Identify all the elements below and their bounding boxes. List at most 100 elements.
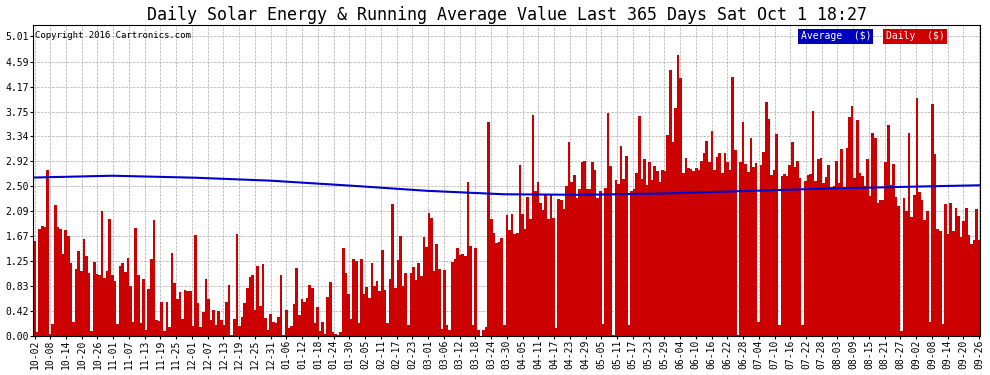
Bar (812, 111, 815, 336)
Bar (132, 322, 135, 336)
Bar (934, 154, 937, 336)
Bar (412, 267, 415, 336)
Bar (540, 203, 542, 336)
Bar (352, 259, 355, 336)
Bar (241, 317, 244, 336)
Text: Copyright 2016 Cartronics.com: Copyright 2016 Cartronics.com (35, 32, 191, 40)
Bar (804, 181, 807, 336)
Bar (378, 291, 381, 336)
Bar (80, 271, 82, 336)
Bar (549, 195, 552, 336)
Bar (661, 170, 664, 336)
Bar (895, 197, 898, 336)
Bar (706, 141, 708, 336)
Bar (596, 198, 599, 336)
Bar (547, 219, 549, 336)
Bar (937, 229, 939, 336)
Bar (293, 303, 295, 336)
Bar (362, 294, 365, 336)
Bar (783, 174, 786, 336)
Bar (503, 325, 506, 336)
Bar (383, 290, 386, 336)
Bar (285, 310, 287, 336)
Bar (700, 161, 703, 336)
Bar (842, 186, 845, 336)
Bar (809, 174, 812, 336)
Bar (119, 266, 122, 336)
Bar (168, 327, 170, 336)
Bar (239, 326, 241, 336)
Bar (474, 248, 477, 336)
Bar (615, 180, 617, 336)
Bar (887, 125, 890, 336)
Bar (197, 303, 199, 336)
Bar (36, 332, 39, 336)
Bar (124, 272, 127, 336)
Bar (591, 162, 594, 336)
Bar (184, 290, 186, 336)
Bar (773, 170, 775, 336)
Bar (926, 211, 929, 336)
Bar (150, 259, 152, 336)
Bar (973, 240, 975, 336)
Bar (370, 262, 373, 336)
Bar (335, 334, 337, 336)
Bar (685, 158, 687, 336)
Bar (266, 330, 269, 336)
Bar (101, 211, 103, 336)
Bar (836, 160, 838, 336)
Bar (220, 320, 223, 336)
Bar (464, 256, 466, 336)
Bar (578, 189, 581, 336)
Bar (975, 209, 978, 336)
Bar (734, 150, 737, 336)
Bar (932, 105, 934, 336)
Bar (645, 186, 648, 336)
Bar (946, 234, 949, 336)
Bar (477, 330, 479, 336)
Bar (850, 106, 853, 336)
Bar (272, 322, 274, 336)
Bar (343, 248, 345, 336)
Bar (181, 319, 184, 336)
Bar (746, 172, 749, 336)
Bar (155, 320, 157, 336)
Bar (349, 319, 352, 336)
Bar (332, 332, 335, 336)
Bar (799, 178, 802, 336)
Bar (280, 275, 282, 336)
Bar (674, 108, 677, 336)
Bar (458, 255, 461, 336)
Bar (749, 138, 752, 336)
Bar (397, 260, 399, 336)
Bar (532, 115, 535, 336)
Bar (143, 279, 145, 336)
Bar (298, 315, 301, 336)
Bar (604, 188, 607, 336)
Bar (908, 134, 911, 336)
Bar (389, 279, 391, 336)
Bar (248, 277, 251, 336)
Bar (301, 299, 303, 336)
Bar (231, 335, 233, 336)
Bar (641, 179, 644, 336)
Bar (498, 242, 500, 336)
Bar (327, 297, 329, 336)
Bar (716, 158, 719, 336)
Bar (786, 176, 788, 336)
Bar (924, 220, 926, 336)
Bar (820, 158, 822, 336)
Bar (170, 254, 173, 336)
Bar (698, 170, 700, 336)
Bar (420, 276, 423, 336)
Bar (516, 233, 519, 336)
Bar (537, 182, 540, 336)
Bar (163, 331, 165, 336)
Bar (552, 218, 554, 336)
Bar (822, 183, 825, 336)
Bar (752, 167, 754, 336)
Bar (848, 117, 850, 336)
Bar (962, 221, 965, 336)
Bar (687, 168, 690, 336)
Bar (527, 197, 529, 336)
